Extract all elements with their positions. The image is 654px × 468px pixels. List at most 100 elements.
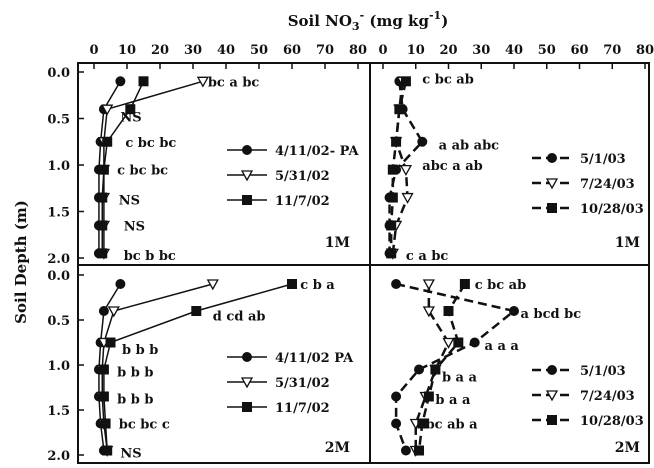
- legend-top-left: 4/11/02- PA 5/31/02 11/7/02: [227, 144, 359, 209]
- significance-annotation: d cd ab: [213, 310, 266, 325]
- significance-annotation: abc a ab: [422, 159, 482, 174]
- significance-annotation: a bcd bc: [521, 307, 582, 322]
- legend-entry: 10/28/03: [580, 202, 644, 217]
- left-x-tick-label: 80: [349, 43, 367, 58]
- data-point-square: [105, 337, 116, 348]
- legend-entry: 4/11/02 PA: [275, 351, 354, 366]
- legend-marker-circle: [547, 153, 557, 163]
- legend-bottom-left: 4/11/02 PA 5/31/02 11/7/02: [227, 351, 354, 416]
- data-point-triangle-down: [401, 192, 414, 204]
- chart-title-part-2: (mg kg: [364, 12, 429, 30]
- significance-annotation: c a bc: [406, 249, 448, 264]
- data-point-triangle-down: [399, 164, 413, 176]
- right-x-tick-label: 50: [538, 43, 556, 58]
- data-point-circle: [417, 136, 428, 147]
- chart-title-subscript: 3: [352, 20, 360, 33]
- chart-title: Soil NO3- (mg kg-1): [288, 9, 449, 33]
- data-point-square: [387, 192, 398, 203]
- legend-marker-square: [242, 402, 252, 412]
- left-x-tick-label: 50: [250, 43, 268, 58]
- data-point-circle: [115, 279, 126, 289]
- data-point-triangle-down: [442, 337, 455, 349]
- legend-entry: 7/24/03: [580, 177, 635, 192]
- legend-entry: 10/28/03: [580, 414, 644, 429]
- right-x-tick-label: 80: [636, 43, 654, 58]
- significance-annotation: NS: [120, 446, 141, 461]
- significance-annotation: c bc bc: [125, 136, 176, 151]
- data-point-triangle-down: [206, 279, 219, 291]
- legend-entry: 5/31/02: [275, 376, 330, 391]
- legend-marker-circle: [242, 352, 252, 362]
- chart-title-superscript: -: [360, 9, 365, 22]
- bottom-y-tick-label: 1.0: [47, 359, 70, 374]
- panel-tag: 1M: [615, 235, 640, 251]
- legend-marker-triangle-down: [545, 178, 559, 190]
- top-y-tick-label: 0.0: [47, 66, 70, 81]
- significance-annotation: NS: [119, 193, 140, 208]
- significance-annotation: bc bc c: [119, 418, 170, 433]
- legend-marker-circle: [242, 145, 252, 155]
- bottom-y-tick-label: 1.5: [47, 404, 70, 419]
- legend-top-right: 5/1/03 7/24/03 10/28/03: [532, 152, 644, 217]
- significance-annotation: c bc ab: [422, 73, 474, 88]
- panel-top-left: bc a bc NS c bc bc c bc bc NS NS bc b bc 1M: [93, 75, 350, 264]
- chart-title-close: ): [441, 12, 448, 30]
- legend-entry: 11/7/02: [275, 194, 330, 209]
- data-point-triangle-down: [107, 306, 120, 318]
- axes-layer: 0 10 20 30 40 50 60 70 80 0 10 20 30 40 50 60 70 80 0.0 0.5…: [47, 43, 654, 464]
- legend-marker-triangle-down: [545, 390, 559, 402]
- significance-annotation: c bc ab: [475, 278, 527, 293]
- data-point-square: [386, 248, 397, 259]
- data-point-square: [423, 391, 434, 402]
- significance-annotation: NS: [120, 111, 141, 126]
- significance-annotation: bc b bc: [124, 249, 176, 264]
- bottom-y-tick-label: 0.0: [47, 269, 70, 284]
- data-point-circle: [391, 391, 402, 402]
- left-x-tick-label: 10: [118, 43, 136, 58]
- panel-top-right: c bc ab a ab abc abc a ab c a bc 1M: [384, 73, 640, 264]
- legend-bottom-right: 5/1/03 7/24/03 10/28/03: [532, 364, 644, 429]
- right-x-tick-label: 40: [505, 43, 523, 58]
- significance-annotation: a a a: [485, 339, 520, 354]
- data-point-square: [102, 445, 113, 456]
- panel-bottom-right: c bc ab a bcd bc a a a b a a b a a bc ab a 2M: [391, 278, 640, 457]
- top-y-tick-label: 1.5: [47, 206, 70, 221]
- left-x-tick-label: 40: [217, 43, 235, 58]
- data-point-circle: [414, 364, 425, 375]
- significance-annotation: b a a: [435, 393, 471, 408]
- significance-annotation: bc a bc: [208, 75, 260, 90]
- data-point-square: [386, 220, 397, 231]
- data-point-square: [97, 220, 108, 231]
- data-point-square: [391, 136, 402, 147]
- significance-annotation: c b a: [300, 278, 335, 293]
- data-point-square: [414, 445, 425, 456]
- top-y-tick-label: 2.0: [47, 252, 70, 267]
- data-point-square: [453, 337, 464, 348]
- legend-entry: 5/1/03: [580, 152, 626, 167]
- data-point-square: [100, 418, 111, 429]
- data-point-circle: [400, 445, 411, 456]
- significance-annotation: bc ab a: [426, 418, 479, 433]
- data-point-square: [459, 279, 470, 289]
- chart-title-part-1: Soil NO: [288, 12, 352, 30]
- panel-tag: 1M: [325, 235, 350, 251]
- data-point-square: [430, 364, 441, 375]
- data-point-square: [98, 164, 109, 175]
- legend-marker-triangle-down: [240, 377, 254, 389]
- legend-layer: 4/11/02- PA 5/31/02 11/7/02 5/1/03 7/24/03 10…: [227, 144, 644, 429]
- legend-marker-square: [547, 415, 557, 425]
- legend-entry: 11/7/02: [275, 401, 330, 416]
- data-point-square: [97, 192, 108, 203]
- legend-entry: 7/24/03: [580, 389, 635, 404]
- data-point-square: [191, 306, 202, 316]
- data-point-circle: [391, 418, 402, 429]
- left-x-tick-label: 60: [283, 43, 301, 58]
- bottom-y-tick-label: 0.5: [47, 314, 70, 329]
- right-x-tick-label: 70: [603, 43, 621, 58]
- y-axis-label: Soil Depth (m): [12, 200, 30, 324]
- left-x-tick-label: 0: [89, 43, 98, 58]
- legend-marker-square: [242, 195, 252, 205]
- data-point-triangle-down: [196, 76, 210, 88]
- top-y-tick-label: 1.0: [47, 159, 70, 174]
